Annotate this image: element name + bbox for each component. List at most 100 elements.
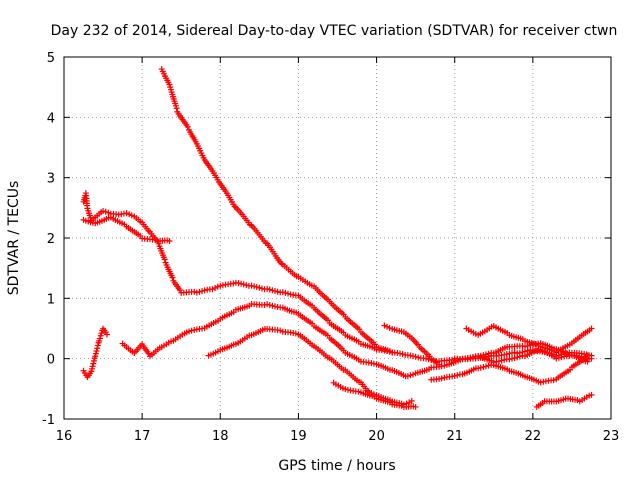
data-point <box>404 373 411 380</box>
data-point <box>511 355 518 362</box>
data-point <box>423 355 430 362</box>
data-point <box>269 287 276 294</box>
data-point <box>238 280 245 287</box>
data-point <box>519 343 526 350</box>
data-point <box>188 327 195 334</box>
data-point <box>161 256 168 263</box>
data-point <box>415 354 422 361</box>
series-track-g <box>330 379 419 411</box>
data-point <box>96 335 103 342</box>
data-point <box>410 371 417 378</box>
x-tick-label: 20 <box>368 429 385 444</box>
x-tick-labels: 16 17 18 19 20 21 22 23 <box>56 429 620 444</box>
data-point <box>368 360 375 367</box>
data-point <box>271 288 278 295</box>
data-point <box>191 288 198 295</box>
data-point <box>588 391 595 398</box>
data-point <box>514 354 521 361</box>
data-point <box>501 356 508 363</box>
y-tick-label: 5 <box>47 51 55 66</box>
data-point <box>94 345 101 352</box>
data-point <box>103 331 110 338</box>
data-point <box>251 283 258 290</box>
data-point <box>176 286 183 293</box>
data-point <box>451 372 458 379</box>
data-point <box>282 289 289 296</box>
data-point <box>509 355 516 362</box>
data-point <box>248 282 255 289</box>
y-tick-label: 1 <box>47 292 55 307</box>
x-tick-label: 19 <box>290 429 307 444</box>
y-tick-label: 2 <box>47 232 55 247</box>
data-point <box>553 355 560 362</box>
series-track-a <box>80 325 110 381</box>
data-point <box>412 353 419 360</box>
data-point <box>97 332 104 339</box>
series-track-i <box>428 352 591 386</box>
data-point <box>495 358 502 365</box>
data-point <box>482 351 489 358</box>
data-point <box>407 372 414 379</box>
data-point <box>441 374 448 381</box>
data-point <box>274 288 281 295</box>
data-point <box>383 323 390 330</box>
x-axis-label: GPS time / hours <box>278 458 395 474</box>
y-axis-label: SDTVAR / TECUs <box>6 181 22 296</box>
data-point <box>184 123 191 130</box>
data-point <box>555 354 562 361</box>
data-point <box>256 284 263 291</box>
data-point <box>355 388 362 395</box>
x-tick-label: 21 <box>446 429 463 444</box>
data-point <box>454 372 461 379</box>
series-track-h <box>381 322 443 368</box>
data-point <box>123 210 130 217</box>
data-point <box>209 286 216 293</box>
data-point <box>201 287 208 294</box>
data-point <box>269 302 276 309</box>
data-point <box>230 280 237 287</box>
data-point <box>584 358 591 365</box>
x-tick-label: 17 <box>134 429 151 444</box>
data-point <box>253 283 260 290</box>
data-point <box>102 208 109 215</box>
data-point <box>89 363 96 370</box>
data-point <box>412 403 419 410</box>
data-point <box>231 203 238 210</box>
data-point <box>588 325 595 332</box>
data-point <box>243 282 250 289</box>
data-point <box>90 357 97 364</box>
data-layer <box>80 66 595 411</box>
data-point <box>196 288 203 295</box>
data-point <box>370 360 377 367</box>
series-track-c <box>80 214 173 245</box>
data-point <box>166 81 173 88</box>
data-point <box>145 350 152 357</box>
data-point <box>98 330 105 337</box>
data-point <box>511 349 518 356</box>
series-track-k <box>459 346 595 366</box>
data-point <box>441 362 448 369</box>
data-point <box>173 105 180 112</box>
data-point <box>522 343 529 350</box>
data-point <box>214 283 221 290</box>
data-point <box>166 238 173 245</box>
series-track-j <box>463 323 595 356</box>
data-point <box>436 361 443 368</box>
data-point <box>169 274 176 281</box>
data-point <box>264 285 271 292</box>
x-tick-label: 22 <box>525 429 542 444</box>
y-tick-label: 3 <box>47 172 55 187</box>
data-point <box>217 282 224 289</box>
data-point <box>550 377 557 384</box>
data-point <box>408 397 415 404</box>
data-point <box>105 209 112 216</box>
data-point <box>399 351 406 358</box>
data-point <box>485 362 492 369</box>
data-point <box>397 350 404 357</box>
data-point <box>285 290 292 297</box>
data-point <box>261 301 268 308</box>
data-point <box>480 364 487 371</box>
y-tick-label: 4 <box>47 111 55 126</box>
data-point <box>128 212 135 219</box>
